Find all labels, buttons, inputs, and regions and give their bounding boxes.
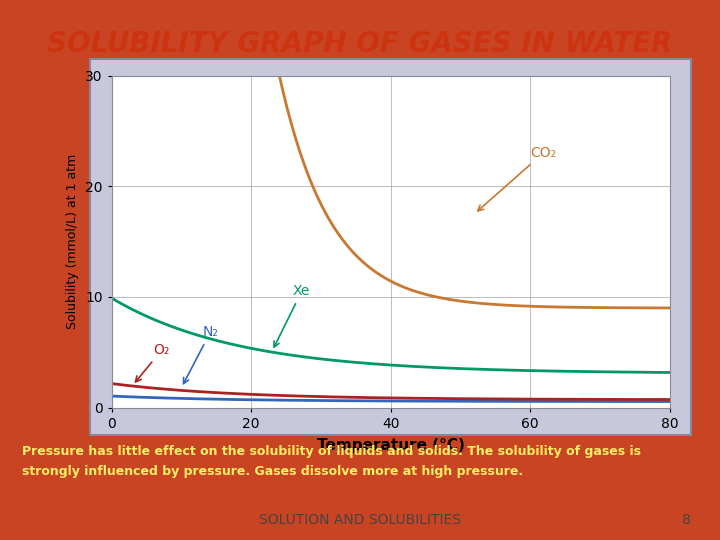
Text: SOLUTION AND SOLUBILITIES: SOLUTION AND SOLUBILITIES [259, 512, 461, 526]
X-axis label: Temperature (°C): Temperature (°C) [317, 438, 464, 453]
Text: CO₂: CO₂ [478, 146, 557, 211]
Text: Xe: Xe [274, 285, 310, 347]
Text: N₂: N₂ [184, 326, 218, 383]
Text: SOLUBILITY GRAPH OF GASES IN WATER: SOLUBILITY GRAPH OF GASES IN WATER [48, 30, 672, 58]
Text: Pressure has little effect on the solubility of liquids and solids. The solubili: Pressure has little effect on the solubi… [22, 446, 641, 477]
Text: 8: 8 [683, 512, 691, 526]
Y-axis label: Solubility (mmol/L) at 1 atm: Solubility (mmol/L) at 1 atm [66, 154, 79, 329]
Text: O₂: O₂ [135, 343, 170, 382]
